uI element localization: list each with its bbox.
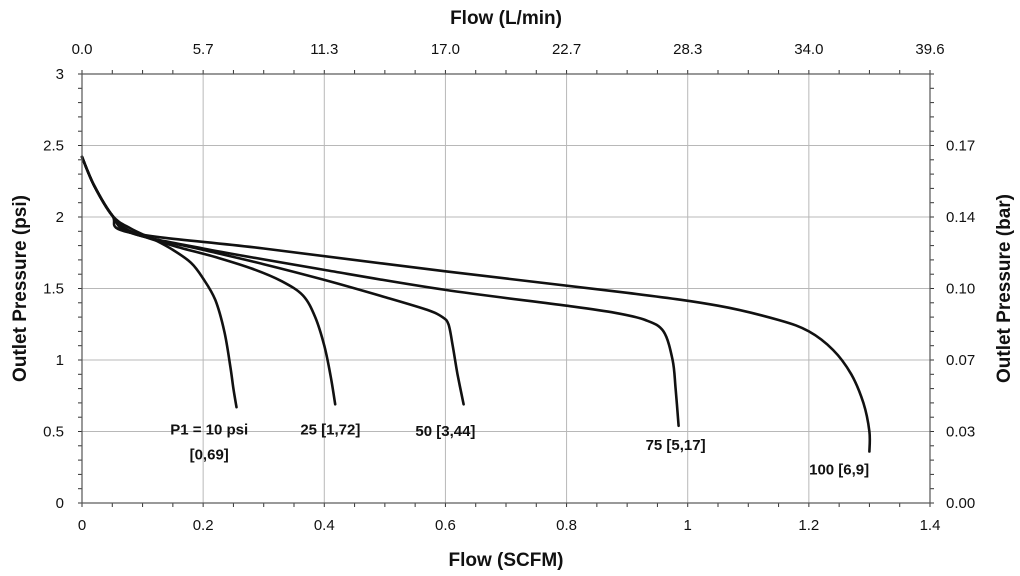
series-label-3: 50 [3,44]	[415, 423, 475, 440]
x2-tick-label: 28.3	[673, 41, 702, 58]
series-label-5: 100 [6,9]	[809, 461, 869, 478]
x-tick-label: 1	[684, 517, 692, 534]
y2-tick-label: 0.10	[946, 281, 975, 298]
curves-layer	[80, 155, 872, 453]
y-tick-label: 1	[56, 352, 64, 369]
x-tick-label: 1.2	[798, 517, 819, 534]
series-curve-5	[80, 155, 872, 453]
ticks-layer	[78, 70, 934, 507]
y-tick-label: 2.5	[43, 138, 64, 155]
x-tick-label: 0.8	[556, 517, 577, 534]
y-tick-label: 3	[56, 66, 64, 83]
plot-frame	[81, 73, 931, 504]
y2-tick-label: 0.17	[946, 138, 975, 155]
y2-tick-label: 0.03	[946, 424, 975, 441]
x2-tick-label: 34.0	[794, 41, 823, 58]
x-tick-label: 0	[78, 517, 86, 534]
y-tick-label: 1.5	[43, 281, 64, 298]
y2-tick-label: 0.07	[946, 352, 975, 369]
series-curve-3	[80, 155, 465, 406]
x2-tick-label: 0.0	[72, 41, 93, 58]
y2-axis-title: Outlet Pressure (bar)	[994, 194, 1015, 383]
series-curve-4	[80, 155, 680, 428]
x-tick-label: 0.2	[193, 517, 214, 534]
y2-tick-label: 0.00	[946, 495, 975, 512]
y2-tick-label: 0.14	[946, 209, 975, 226]
x2-tick-label: 39.6	[915, 41, 944, 58]
x2-tick-label: 5.7	[193, 41, 214, 58]
x-axis-title: Flow (SCFM)	[448, 550, 563, 571]
y-tick-label: 0	[56, 495, 64, 512]
series-curve-2	[80, 155, 337, 406]
y-tick-label: 2	[56, 209, 64, 226]
x-tick-label: 0.6	[435, 517, 456, 534]
x-tick-label: 1.4	[920, 517, 941, 534]
series-curve-1	[80, 155, 238, 409]
x2-tick-label: 11.3	[310, 41, 338, 58]
series-label-1: P1 = 10 psi	[170, 421, 248, 438]
series-label-2: 25 [1,72]	[300, 421, 360, 438]
x2-axis-title: Flow (L/min)	[450, 8, 562, 29]
series-label-1: [0,69]	[190, 446, 229, 463]
grid-layer	[82, 74, 930, 503]
x-tick-label: 0.4	[314, 517, 335, 534]
labels-layer: 0 0.2 0.4 0.6 0.8 1 1.2 1.4 0.0 5.7 11.3 17.0 22.7 28…	[43, 41, 975, 534]
y-axis-title: Outlet Pressure (psi)	[10, 195, 31, 382]
series-label-4: 75 [5,17]	[646, 437, 706, 454]
x2-tick-label: 17.0	[431, 41, 460, 58]
x2-tick-label: 22.7	[552, 41, 581, 58]
y-tick-label: 0.5	[43, 424, 64, 441]
